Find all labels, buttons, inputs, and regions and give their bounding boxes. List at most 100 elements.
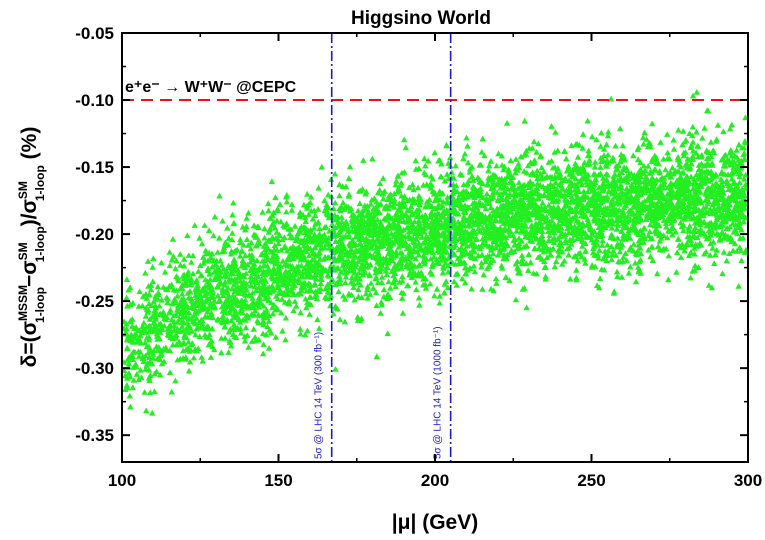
data-point — [600, 255, 607, 261]
data-point — [623, 193, 630, 200]
data-point — [735, 141, 743, 148]
data-point — [211, 297, 218, 304]
data-point — [329, 221, 336, 227]
data-point — [612, 142, 619, 149]
data-point — [489, 245, 496, 251]
data-point — [336, 181, 343, 188]
data-point — [395, 187, 403, 194]
data-point — [265, 228, 273, 235]
data-point — [479, 213, 486, 220]
data-point — [531, 226, 538, 233]
data-point — [656, 169, 663, 176]
data-point — [517, 190, 525, 197]
data-point — [617, 158, 624, 165]
data-point — [713, 173, 720, 179]
data-point — [712, 219, 719, 225]
data-point — [313, 241, 321, 248]
data-point — [363, 245, 370, 251]
data-point — [274, 295, 281, 302]
data-point — [149, 263, 156, 270]
data-point — [415, 221, 423, 227]
data-point — [480, 202, 487, 209]
data-point — [575, 188, 583, 194]
data-point — [316, 225, 323, 231]
data-point — [690, 147, 697, 154]
data-point — [535, 245, 543, 251]
data-point — [569, 228, 576, 234]
data-point — [207, 354, 215, 360]
data-point — [345, 290, 352, 297]
data-point — [565, 251, 572, 258]
data-point — [139, 302, 146, 309]
data-point — [590, 170, 597, 177]
data-point — [687, 215, 695, 222]
data-point — [561, 257, 568, 264]
data-point — [707, 138, 715, 145]
data-point — [412, 157, 419, 164]
data-point — [611, 181, 618, 187]
data-point — [228, 236, 236, 243]
data-point — [273, 252, 281, 259]
data-point — [540, 183, 547, 190]
data-point — [489, 250, 497, 257]
data-point — [182, 313, 190, 320]
data-point — [307, 273, 315, 280]
data-point — [479, 135, 486, 142]
data-point — [205, 334, 212, 341]
data-point — [522, 204, 530, 211]
data-point — [270, 222, 277, 228]
data-point — [501, 182, 509, 189]
data-point — [399, 295, 406, 301]
data-point — [168, 388, 175, 395]
data-point — [603, 170, 610, 177]
data-point — [468, 239, 475, 246]
data-point — [601, 266, 608, 273]
data-point — [557, 225, 564, 231]
data-point — [709, 245, 716, 251]
data-point — [723, 257, 730, 264]
data-point — [284, 247, 291, 254]
data-point — [525, 251, 532, 258]
data-point — [302, 239, 309, 245]
data-point — [691, 267, 698, 273]
data-point — [305, 211, 312, 217]
data-point — [390, 278, 397, 284]
data-point — [467, 252, 474, 259]
data-point — [380, 190, 387, 196]
data-point — [680, 227, 687, 234]
data-point — [386, 294, 394, 300]
data-point — [233, 334, 240, 340]
data-point — [163, 314, 171, 320]
data-point — [466, 218, 474, 225]
data-point — [691, 219, 699, 226]
data-point — [536, 209, 543, 215]
data-point — [357, 281, 364, 288]
data-point — [487, 285, 495, 292]
data-point — [430, 253, 437, 260]
data-point — [522, 243, 530, 249]
data-point — [271, 242, 278, 248]
data-point — [494, 181, 501, 188]
data-point — [702, 208, 710, 215]
data-point — [521, 181, 528, 188]
data-point — [293, 303, 300, 309]
data-point — [129, 299, 137, 306]
data-point — [619, 258, 627, 265]
data-point — [385, 278, 392, 285]
data-point — [600, 208, 607, 215]
data-point — [579, 238, 586, 244]
data-point — [395, 173, 402, 179]
data-point — [124, 302, 131, 309]
data-point — [480, 271, 487, 278]
data-point — [647, 253, 654, 260]
data-point — [245, 242, 252, 248]
data-point — [673, 249, 681, 256]
data-point — [717, 170, 725, 177]
data-point — [556, 171, 563, 177]
data-point — [230, 199, 237, 206]
data-point — [193, 325, 200, 332]
data-point — [346, 163, 354, 170]
data-point — [164, 295, 171, 302]
data-point — [415, 262, 422, 269]
data-point — [496, 241, 504, 248]
